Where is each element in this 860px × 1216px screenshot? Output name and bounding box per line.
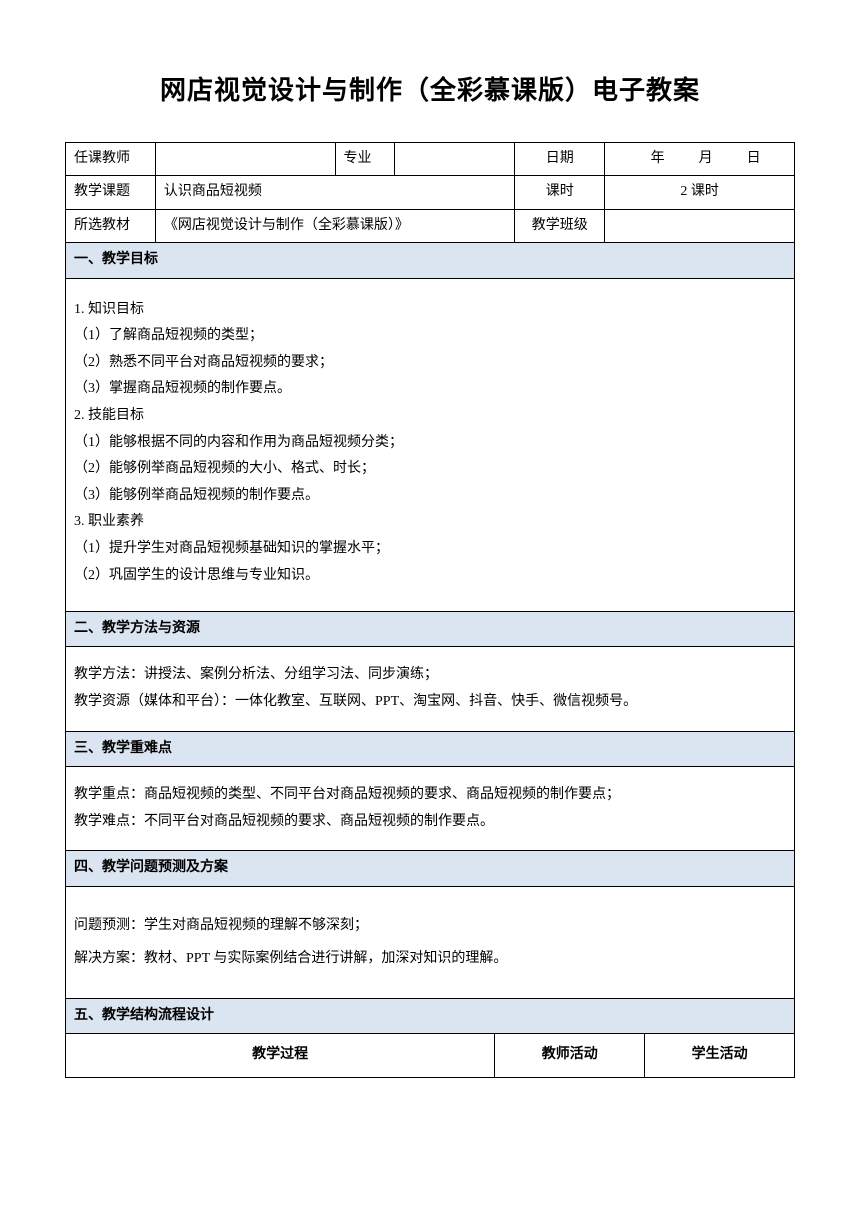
problem-prediction-content: 问题预测：学生对商品短视频的理解不够深刻； 解决方案：教材、PPT 与实际案例结… — [66, 886, 795, 998]
process-header-row: 教学过程 教师活动 学生活动 — [66, 1034, 795, 1077]
teaching-methods-content: 教学方法：讲授法、案例分析法、分组学习法、同步演练； 教学资源（媒体和平台）：一… — [66, 647, 795, 731]
section-1-content: 1. 知识目标 （1）了解商品短视频的类型； （2）熟悉不同平台对商品短视频的要… — [66, 278, 795, 612]
key-point-line-2: 教学难点：不同平台对商品短视频的要求、商品短视频的制作要点。 — [74, 809, 786, 836]
topic-value: 认识商品短视频 — [155, 176, 514, 209]
problem-prediction-title: 四、教学问题预测及方案 — [66, 851, 795, 886]
method-line-2: 教学资源（媒体和平台）：一体化教室、互联网、PPT、淘宝网、抖音、快手、微信视频… — [74, 689, 786, 716]
textbook-label: 所选教材 — [66, 209, 156, 242]
major-value — [395, 143, 515, 176]
career-goals-heading: 3. 职业素养 — [74, 509, 786, 536]
problem-line-2: 解决方案：教材、PPT 与实际案例结合进行讲解，加深对知识的理解。 — [74, 942, 786, 976]
date-label: 日期 — [515, 143, 605, 176]
skill-goal-1: （1）能够根据不同的内容和作用为商品短视频分类； — [74, 430, 786, 457]
section-1-header: 一、教学目标 — [66, 243, 795, 278]
class-value — [605, 209, 795, 242]
knowledge-goal-1: （1）了解商品短视频的类型； — [74, 323, 786, 350]
process-col-header: 教学过程 — [66, 1034, 495, 1077]
teacher-label: 任课教师 — [66, 143, 156, 176]
document-title: 网店视觉设计与制作（全彩慕课版）电子教案 — [65, 70, 795, 107]
hours-value: 2 课时 — [605, 176, 795, 209]
class-label: 教学班级 — [515, 209, 605, 242]
knowledge-goal-3: （3）掌握商品短视频的制作要点。 — [74, 376, 786, 403]
section-4-header: 四、教学问题预测及方案 — [66, 851, 795, 886]
date-value: 年 月 日 — [605, 143, 795, 176]
lesson-plan-table: 任课教师 专业 日期 年 月 日 教学课题 认识商品短视频 课时 2 课时 所选… — [65, 142, 795, 1034]
flow-design-title: 五、教学结构流程设计 — [66, 998, 795, 1033]
teaching-goals-content: 1. 知识目标 （1）了解商品短视频的类型； （2）熟悉不同平台对商品短视频的要… — [66, 278, 795, 612]
key-point-line-1: 教学重点：商品短视频的类型、不同平台对商品短视频的要求、商品短视频的制作要点； — [74, 782, 786, 809]
knowledge-goal-2: （2）熟悉不同平台对商品短视频的要求； — [74, 350, 786, 377]
teaching-methods-title: 二、教学方法与资源 — [66, 612, 795, 647]
header-row-2: 教学课题 认识商品短视频 课时 2 课时 — [66, 176, 795, 209]
section-2-content: 教学方法：讲授法、案例分析法、分组学习法、同步演练； 教学资源（媒体和平台）：一… — [66, 647, 795, 731]
section-2-header: 二、教学方法与资源 — [66, 612, 795, 647]
header-row-3: 所选教材 《网店视觉设计与制作（全彩慕课版）》 教学班级 — [66, 209, 795, 242]
hours-label: 课时 — [515, 176, 605, 209]
problem-line-1: 问题预测：学生对商品短视频的理解不够深刻； — [74, 909, 786, 943]
teacher-activity-header: 教师活动 — [495, 1034, 645, 1077]
knowledge-goals-heading: 1. 知识目标 — [74, 297, 786, 324]
topic-label: 教学课题 — [66, 176, 156, 209]
section-3-content: 教学重点：商品短视频的类型、不同平台对商品短视频的要求、商品短视频的制作要点； … — [66, 767, 795, 851]
career-goal-2: （2）巩固学生的设计思维与专业知识。 — [74, 563, 786, 590]
process-table: 教学过程 教师活动 学生活动 — [65, 1034, 795, 1077]
section-5-header: 五、教学结构流程设计 — [66, 998, 795, 1033]
method-line-1: 教学方法：讲授法、案例分析法、分组学习法、同步演练； — [74, 662, 786, 689]
textbook-value: 《网店视觉设计与制作（全彩慕课版）》 — [155, 209, 514, 242]
section-3-header: 三、教学重难点 — [66, 731, 795, 766]
skill-goal-2: （2）能够例举商品短视频的大小、格式、时长； — [74, 456, 786, 483]
career-goal-1: （1）提升学生对商品短视频基础知识的掌握水平； — [74, 536, 786, 563]
skill-goal-3: （3）能够例举商品短视频的制作要点。 — [74, 483, 786, 510]
header-row-1: 任课教师 专业 日期 年 月 日 — [66, 143, 795, 176]
teacher-value — [155, 143, 335, 176]
teaching-goals-title: 一、教学目标 — [66, 243, 795, 278]
key-points-content: 教学重点：商品短视频的类型、不同平台对商品短视频的要求、商品短视频的制作要点； … — [66, 767, 795, 851]
section-4-content: 问题预测：学生对商品短视频的理解不够深刻； 解决方案：教材、PPT 与实际案例结… — [66, 886, 795, 998]
key-points-title: 三、教学重难点 — [66, 731, 795, 766]
student-activity-header: 学生活动 — [645, 1034, 795, 1077]
skill-goals-heading: 2. 技能目标 — [74, 403, 786, 430]
major-label: 专业 — [335, 143, 395, 176]
